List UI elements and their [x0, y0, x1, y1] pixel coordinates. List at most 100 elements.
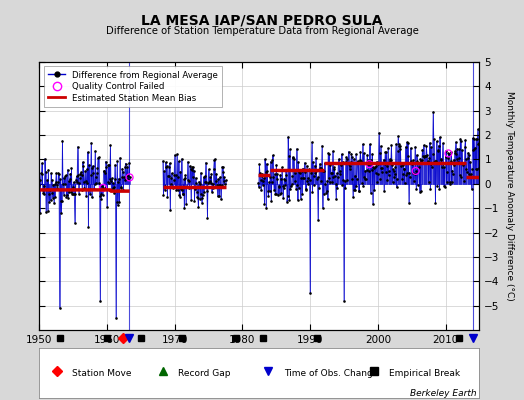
Point: [415, 160, 423, 166]
Point: [305, 166, 313, 172]
Point: [78, 172, 86, 178]
Point: [54, 170, 63, 176]
Point: [453, 146, 462, 152]
Point: [314, 185, 323, 192]
Point: [379, 156, 388, 163]
Point: [459, 162, 467, 168]
Point: [385, 168, 394, 174]
Point: [374, 160, 383, 167]
Point: [52, 170, 60, 176]
Point: [49, 194, 57, 201]
Point: [438, 164, 446, 171]
Point: [363, 152, 372, 158]
Point: [105, 162, 114, 168]
Point: [165, 173, 173, 180]
Point: [51, 178, 60, 185]
Point: [386, 158, 395, 164]
Point: [345, 166, 354, 172]
Point: [99, 192, 107, 198]
Point: [285, 197, 293, 204]
Point: [374, 170, 382, 177]
Point: [302, 162, 311, 169]
Point: [165, 164, 173, 170]
Point: [468, 135, 477, 142]
Point: [340, 298, 348, 304]
Point: [427, 144, 435, 150]
Point: [174, 174, 182, 180]
Point: [411, 168, 420, 174]
Point: [401, 144, 410, 150]
Point: [192, 180, 200, 186]
Point: [308, 189, 316, 195]
Point: [444, 150, 453, 157]
Point: [274, 192, 282, 198]
Point: [287, 181, 296, 188]
Point: [219, 164, 227, 170]
Point: [428, 164, 436, 170]
Point: [221, 177, 230, 183]
Point: [124, 173, 133, 180]
Point: [331, 181, 340, 187]
Point: [270, 187, 278, 193]
Point: [318, 142, 326, 149]
Point: [455, 172, 464, 179]
Point: [357, 159, 366, 166]
Point: [463, 155, 472, 161]
Point: [92, 174, 101, 180]
Point: [118, 165, 126, 172]
Point: [410, 178, 418, 184]
Point: [203, 214, 212, 221]
Point: [445, 179, 454, 185]
Point: [51, 193, 59, 200]
Point: [475, 165, 483, 172]
Point: [289, 154, 297, 160]
Point: [427, 160, 435, 167]
Point: [334, 174, 342, 180]
Point: [93, 165, 102, 171]
Point: [417, 158, 425, 165]
Text: LA MESA IAP/SAN PEDRO SULA: LA MESA IAP/SAN PEDRO SULA: [141, 14, 383, 28]
Point: [391, 164, 400, 170]
Point: [329, 148, 337, 154]
Point: [358, 180, 366, 186]
Point: [67, 189, 75, 196]
Point: [159, 158, 167, 164]
Point: [335, 156, 343, 162]
Point: [279, 185, 288, 191]
Point: [402, 139, 411, 146]
Point: [366, 190, 375, 196]
Point: [101, 169, 109, 176]
Point: [187, 166, 195, 172]
Point: [174, 158, 183, 164]
Point: [286, 146, 294, 153]
Point: [293, 182, 301, 188]
Point: [111, 176, 119, 182]
Point: [260, 200, 269, 207]
Point: [405, 170, 413, 176]
Point: [42, 209, 50, 215]
Point: [328, 178, 336, 185]
Point: [378, 165, 387, 172]
Point: [122, 176, 130, 182]
Point: [101, 185, 110, 192]
Point: [164, 172, 172, 179]
Point: [57, 198, 65, 204]
Point: [89, 163, 97, 169]
Point: [422, 142, 431, 149]
Point: [295, 169, 303, 175]
Point: [443, 178, 451, 185]
Point: [309, 182, 318, 188]
Point: [41, 169, 50, 176]
Point: [304, 181, 313, 188]
Point: [263, 160, 271, 167]
Point: [398, 176, 406, 182]
Point: [273, 171, 281, 177]
Point: [91, 180, 99, 187]
Point: [474, 126, 482, 132]
Point: [408, 161, 416, 168]
Point: [78, 186, 86, 193]
Point: [460, 160, 468, 166]
Point: [470, 136, 478, 142]
Point: [412, 186, 420, 192]
Point: [384, 145, 392, 152]
